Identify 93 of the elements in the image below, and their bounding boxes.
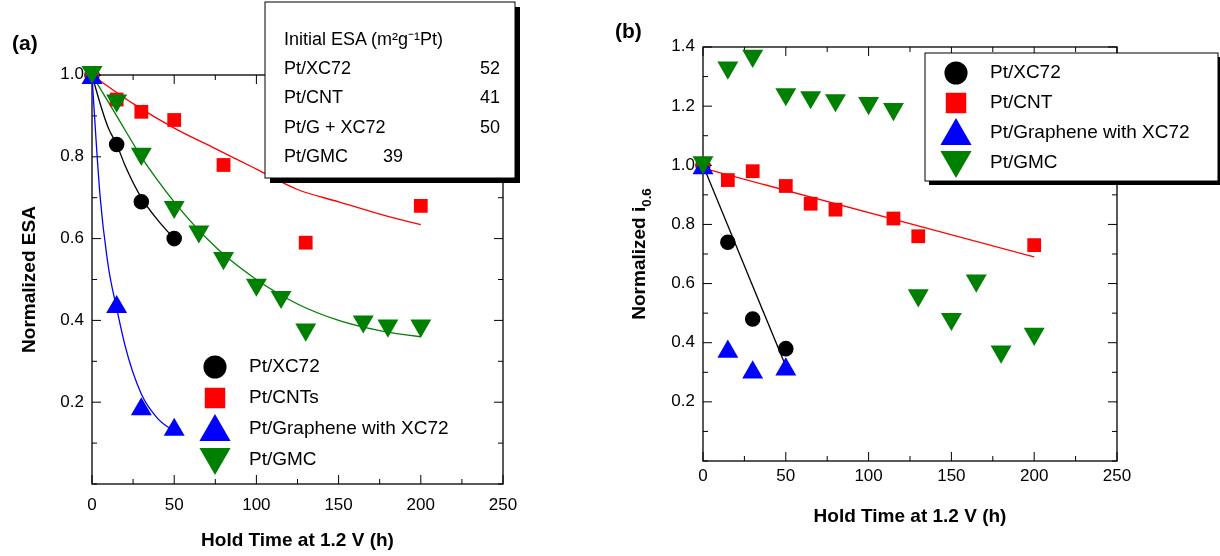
point <box>1023 327 1045 346</box>
annotation: Pt/XC72 <box>284 57 352 78</box>
text: Initial ESA (m²g⁻¹Pt) <box>284 28 444 49</box>
annotation: Pt/GMC <box>284 146 349 167</box>
point <box>742 360 764 379</box>
point <box>720 173 735 187</box>
point <box>133 194 150 210</box>
point <box>106 94 128 113</box>
point <box>377 319 399 338</box>
legend-label: Pt/XC72 <box>249 355 320 377</box>
point <box>130 397 152 416</box>
y-tick-label: 0.6 <box>671 273 695 293</box>
point <box>742 49 764 68</box>
point <box>825 94 846 113</box>
point <box>744 311 761 327</box>
point <box>295 323 317 342</box>
point <box>778 179 793 193</box>
y-tick-label: 1.0 <box>60 64 84 84</box>
point <box>134 104 149 119</box>
point <box>108 136 125 153</box>
legend-label: Pt/Graphene with XC72 <box>249 417 449 439</box>
annotation: 39 <box>382 146 404 167</box>
point <box>858 97 880 116</box>
y-tick-label: 0.2 <box>671 391 695 411</box>
point <box>213 252 234 271</box>
point <box>720 234 736 250</box>
legend-label: Pt/CNT <box>990 91 1053 113</box>
y-tick-label: 0.6 <box>60 228 84 248</box>
point <box>188 225 210 244</box>
point <box>163 200 185 220</box>
point <box>745 164 760 179</box>
y-tick-label: 0.4 <box>60 309 84 329</box>
x-tick-label: 250 <box>1102 466 1132 486</box>
point <box>352 315 374 334</box>
point <box>907 289 929 308</box>
point <box>216 158 231 172</box>
x-tick-label: 250 <box>488 495 518 515</box>
point <box>130 147 152 166</box>
point <box>245 278 267 297</box>
x-tick-label: 200 <box>1020 466 1049 486</box>
point <box>775 88 797 107</box>
point <box>270 290 292 310</box>
point <box>778 340 794 357</box>
y-tick-label: 0.2 <box>60 391 84 411</box>
point <box>828 202 843 217</box>
x-tick-label: 150 <box>937 466 966 486</box>
point <box>882 103 904 122</box>
x-tick-label: 200 <box>406 495 435 515</box>
legend-label: Pt/CNTs <box>249 386 319 408</box>
point <box>965 274 987 293</box>
annotation: 50 <box>479 116 500 137</box>
point <box>800 91 822 110</box>
x-axis-title: Hold Time at 1.2 V (h) <box>813 505 1007 526</box>
point <box>410 319 432 338</box>
point <box>166 230 182 247</box>
y-tick-label: 1.2 <box>671 95 695 115</box>
point <box>163 417 185 436</box>
y-tick-label: 0.8 <box>60 146 84 166</box>
x-tick-label: 0 <box>698 466 708 486</box>
point <box>911 229 926 244</box>
point <box>106 294 128 314</box>
point <box>167 113 182 127</box>
x-tick-label: 150 <box>324 495 353 515</box>
point <box>940 312 962 332</box>
y-tick-label: 0.4 <box>671 332 695 352</box>
annotation: 41 <box>479 87 500 108</box>
annotation: Pt/G + XC72 <box>284 116 386 137</box>
point <box>990 345 1012 364</box>
point <box>717 339 739 358</box>
point <box>298 235 313 250</box>
point <box>413 198 428 213</box>
chart-title: (a) <box>12 31 38 54</box>
y-axis-title: Normalized ESA <box>18 205 40 353</box>
point <box>717 61 739 80</box>
x-axis-title: Hold Time at 1.2 V (h) <box>201 529 394 550</box>
x-tick-label: 50 <box>776 466 796 486</box>
annotation: 52 <box>479 57 500 78</box>
legend-label: Pt/XC72 <box>990 61 1061 83</box>
legend-label: Pt/GMC <box>249 448 317 470</box>
point <box>803 196 818 211</box>
x-tick-label: 100 <box>242 495 271 515</box>
point <box>1027 238 1042 253</box>
legend-label: Pt/GMC <box>990 151 1058 173</box>
legend-label: Pt/Graphene with XC72 <box>990 121 1190 143</box>
x-tick-label: 50 <box>164 495 184 515</box>
annotation: Pt/CNT <box>284 87 344 108</box>
y-tick-label: 0.8 <box>671 213 695 233</box>
y-tick-label: 1.4 <box>671 36 695 56</box>
y-tick-label: 1.0 <box>671 154 695 174</box>
chart-title: (b) <box>615 19 642 42</box>
x-tick-label: 0 <box>87 495 97 515</box>
x-tick-label: 100 <box>854 466 883 486</box>
point <box>775 357 797 376</box>
